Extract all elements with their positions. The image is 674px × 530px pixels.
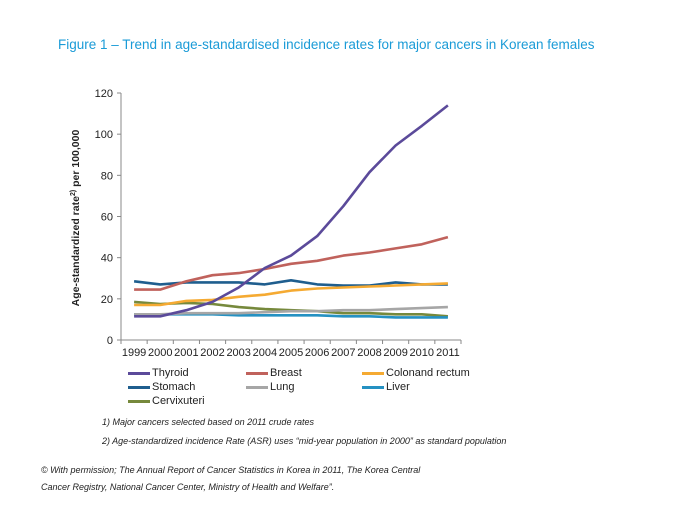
y-tick-label: 80 xyxy=(101,170,113,182)
series-layer xyxy=(133,104,449,319)
x-tick-label: 2008 xyxy=(357,347,381,359)
x-tick-label: 2002 xyxy=(200,347,224,359)
y-tick-label: 40 xyxy=(101,253,113,265)
y-tick-label: 60 xyxy=(101,212,113,224)
y-axis-label-suffix: per 100,000 xyxy=(70,130,82,190)
legend-label: Thyroid xyxy=(152,367,189,379)
legend-item-stomach: Stomach xyxy=(128,381,195,393)
x-tick-label: 2010 xyxy=(410,347,434,359)
x-tick-label: 2011 xyxy=(436,347,460,359)
legend-swatch xyxy=(128,399,150,403)
legend-label: Cervixuteri xyxy=(152,395,205,407)
footnote-2: 2) Age-standardized incidence Rate (ASR)… xyxy=(102,436,507,446)
y-tick-label: 20 xyxy=(101,294,113,306)
x-tick-label: 2006 xyxy=(305,347,329,359)
chart-legend: Thyroid Breast Colonand rectum Stomach Lung L… xyxy=(128,367,488,409)
legend-label: Stomach xyxy=(152,381,196,393)
legend-item-thyroid: Thyroid xyxy=(128,367,189,379)
credit-line-2: Cancer Registry, National Cancer Center,… xyxy=(41,482,335,492)
series-line-colonand-rectum xyxy=(134,282,448,307)
legend-label: Liver xyxy=(386,381,410,393)
x-tick-label: 2004 xyxy=(253,347,277,359)
series-line-breast xyxy=(134,235,449,291)
legend-item-lung: Lung xyxy=(246,381,294,393)
legend-swatch xyxy=(362,385,384,389)
y-axis-label: Age-standardized rate2) per 100,000 xyxy=(70,130,82,307)
y-tick-label: 0 xyxy=(107,335,113,347)
legend-item-liver: Liver xyxy=(362,381,410,393)
x-tick-label: 2000 xyxy=(148,347,172,359)
y-axis-label-superscript: 2) xyxy=(70,190,77,196)
legend-swatch xyxy=(128,385,150,389)
credit-line-1: © With permission; The Annual Report of … xyxy=(41,465,421,475)
x-tick-label: 2005 xyxy=(279,347,303,359)
x-tick-label: 2003 xyxy=(226,347,250,359)
legend-item-colonand-rectum: Colonand rectum xyxy=(362,367,470,379)
chart-title: Figure 1 – Trend in age-standardised inc… xyxy=(58,37,595,52)
legend-item-cervixuteri: Cervixuteri xyxy=(128,395,205,407)
y-axis-label-main: Age-standardized rate xyxy=(70,196,82,306)
x-tick-label: 2007 xyxy=(331,347,355,359)
y-tick-label: 120 xyxy=(95,88,113,100)
y-tick-label: 100 xyxy=(95,129,113,141)
series-line-thyroid xyxy=(134,104,449,318)
legend-label: Lung xyxy=(270,381,295,393)
legend-label: Colonand rectum xyxy=(386,367,470,379)
footnote-1: 1) Major cancers selected based on 2011 … xyxy=(102,417,314,427)
x-tick-label: 2001 xyxy=(174,347,198,359)
legend-swatch xyxy=(128,371,150,375)
x-tick-label: 1999 xyxy=(122,347,146,359)
legend-swatch xyxy=(362,371,384,375)
x-tick-label: 2009 xyxy=(383,347,407,359)
series-line-lung xyxy=(134,305,448,316)
legend-swatch xyxy=(246,385,268,389)
legend-label: Breast xyxy=(270,367,302,379)
legend-swatch xyxy=(246,371,268,375)
legend-item-breast: Breast xyxy=(246,367,302,379)
